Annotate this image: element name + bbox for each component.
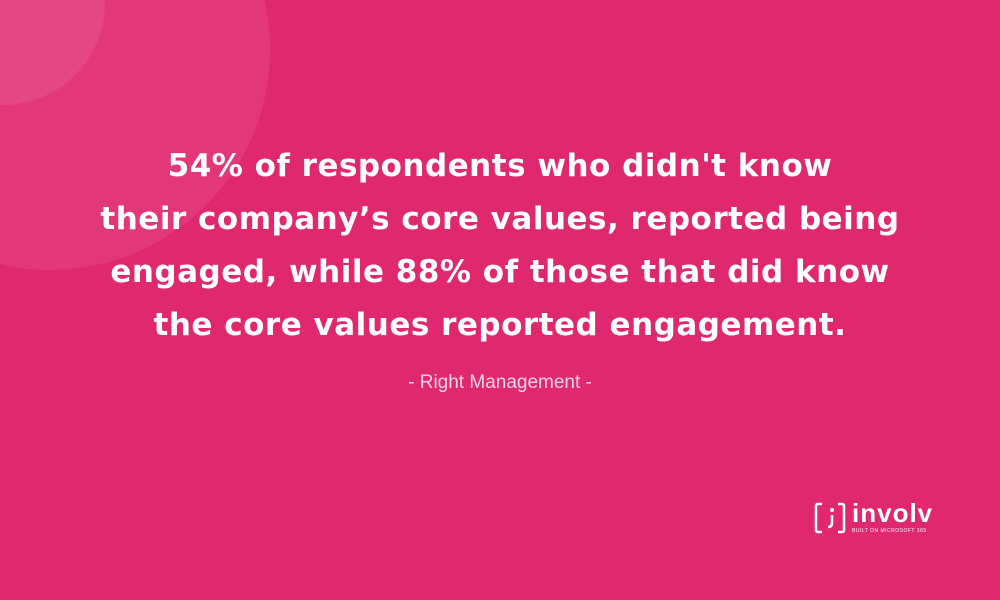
- quote-line: engaged, while 88% of those that did kno…: [110, 254, 890, 290]
- attribution: - Right Management -: [408, 372, 592, 393]
- quote-line: the core values reported engagement.: [153, 307, 847, 343]
- logo-tagline: BUILT ON MICROSOFT 365: [852, 528, 927, 534]
- logo-name: involv: [852, 498, 934, 528]
- logo-icon: [814, 502, 846, 534]
- quote-line: their company’s core values, reported be…: [100, 201, 900, 237]
- quote-line: 54% of respondents who didn't know: [167, 148, 833, 184]
